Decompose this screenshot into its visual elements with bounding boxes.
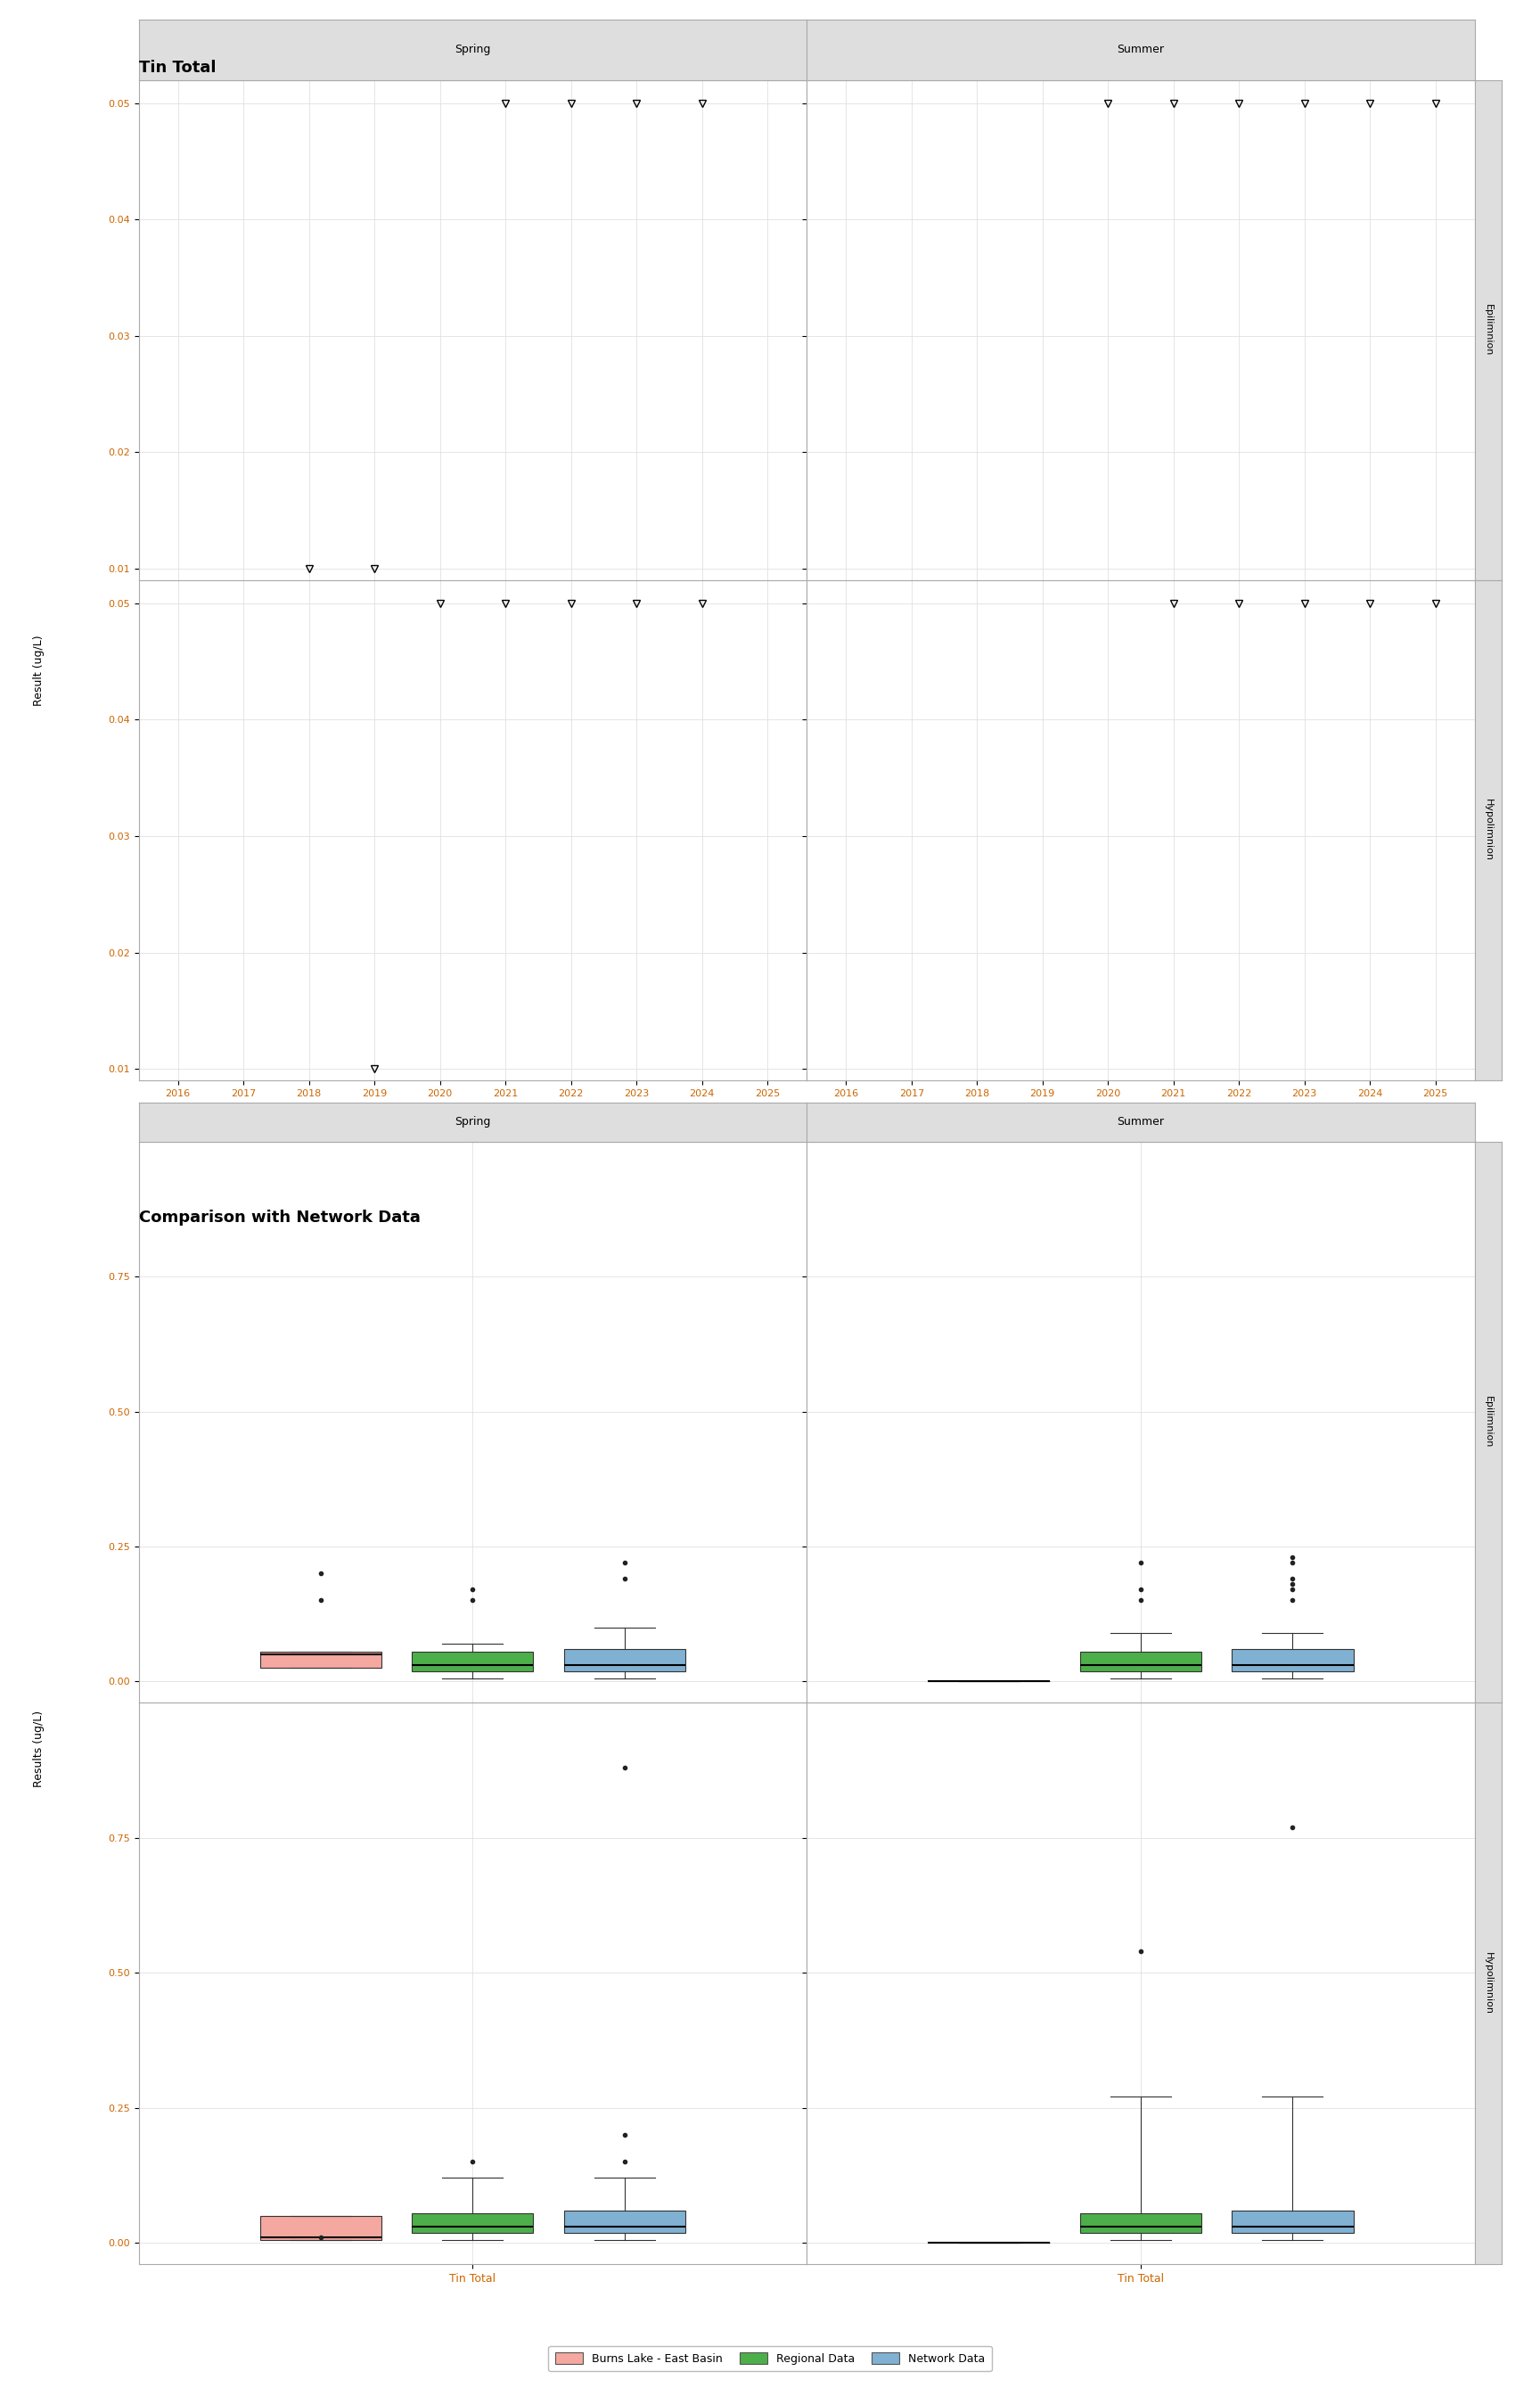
Text: Tin Total: Tin Total [139,60,216,77]
Text: Hypolimnion: Hypolimnion [1483,800,1492,863]
PathPatch shape [564,1648,685,1672]
PathPatch shape [260,1651,382,1668]
PathPatch shape [260,2216,382,2240]
PathPatch shape [1232,2209,1354,2233]
PathPatch shape [411,2214,533,2233]
PathPatch shape [564,2209,685,2233]
Text: Result (ug/L): Result (ug/L) [32,635,45,707]
Legend: Burns Lake - East Basin, Regional Data, Network Data: Burns Lake - East Basin, Regional Data, … [548,2346,992,2372]
Text: Epilimnion: Epilimnion [1483,1397,1492,1447]
Text: Hypolimnion: Hypolimnion [1483,1953,1492,2015]
Text: Epilimnion: Epilimnion [1483,304,1492,357]
PathPatch shape [1080,1651,1201,1672]
PathPatch shape [1232,1648,1354,1672]
PathPatch shape [411,1651,533,1672]
Text: Results (ug/L): Results (ug/L) [32,1711,45,1787]
Text: Comparison with Network Data: Comparison with Network Data [139,1210,420,1227]
PathPatch shape [1080,2214,1201,2233]
